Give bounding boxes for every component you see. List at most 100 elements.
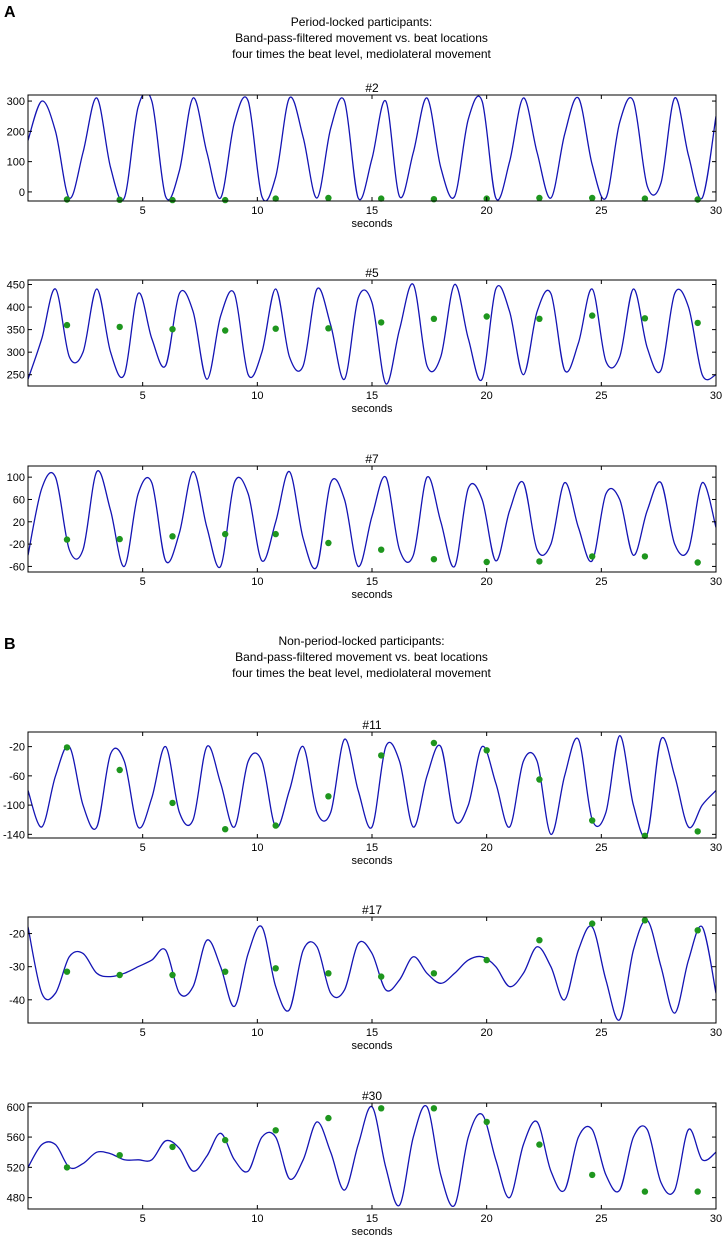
beat-marker [641, 315, 649, 322]
beat-marker [169, 799, 176, 807]
y-tick-label: 560 [7, 1132, 25, 1144]
y-tick-label: -20 [9, 742, 25, 754]
beat-marker [325, 325, 332, 332]
beat-marker [378, 973, 385, 980]
beat-marker [694, 319, 701, 327]
x-tick-label: 10 [251, 205, 263, 217]
panel-a-heading-line-3: four times the beat level, mediolateral … [232, 47, 491, 61]
movement-series-line [28, 283, 716, 385]
beat-marker [325, 194, 332, 202]
x-axis-label: seconds [352, 218, 393, 230]
x-tick-label: 10 [251, 576, 263, 588]
beat-marker [272, 1127, 279, 1134]
x-tick-label: 15 [366, 576, 378, 588]
beat-marker [116, 196, 123, 203]
beat-marker [536, 1141, 543, 1148]
x-tick-label: 15 [366, 205, 378, 217]
beat-marker [169, 533, 176, 540]
beat-marker [325, 1114, 332, 1122]
x-tick-label: 30 [710, 205, 722, 217]
beat-marker [116, 535, 123, 543]
beat-marker [694, 559, 701, 566]
plot-frame [27, 94, 717, 202]
beat-marker [222, 196, 229, 204]
y-tick-label: -140 [3, 829, 25, 841]
beat-marker [222, 327, 229, 334]
beat-marker [483, 558, 490, 566]
x-tick-label: 5 [140, 1027, 146, 1039]
panel-b-heading-line-3: four times the beat level, mediolateral … [232, 666, 491, 680]
x-tick-label: 25 [595, 205, 607, 217]
beat-marker [430, 739, 438, 747]
x-axis-label: seconds [352, 589, 393, 601]
beat-marker [169, 971, 176, 979]
plot-frame [27, 1102, 717, 1210]
beat-marker [641, 195, 649, 202]
x-tick-label: 25 [595, 1027, 607, 1039]
y-tick-label: 400 [7, 302, 25, 314]
movement-series-line [28, 735, 716, 838]
beat-marker [325, 539, 332, 547]
beat-marker [430, 1105, 438, 1112]
beat-marker [589, 920, 596, 927]
plot-title: #2 [365, 81, 379, 95]
x-tick-label: 5 [140, 576, 146, 588]
panel-b-heading-line-2: Band-pass-filtered movement vs. beat loc… [235, 650, 488, 664]
beat-marker [63, 536, 71, 543]
y-tick-label: -60 [9, 561, 25, 573]
y-tick-label: 520 [7, 1162, 25, 1174]
y-tick-label: -40 [9, 995, 25, 1007]
beat-marker [272, 965, 279, 972]
beat-marker [378, 195, 385, 202]
movement-series-line [28, 95, 716, 201]
beat-marker [378, 319, 385, 326]
y-tick-label: 300 [7, 96, 25, 108]
y-tick-label: -20 [9, 539, 25, 551]
y-tick-label: 450 [7, 280, 25, 292]
beat-marker [589, 194, 596, 202]
beat-marker [63, 968, 71, 975]
x-tick-label: 10 [251, 390, 263, 402]
beat-marker [169, 1143, 176, 1151]
beat-marker [430, 556, 438, 563]
chart-4: 5 10 15 20 25 30 -140 -100 -60 -20 #11 seconds [3, 718, 722, 867]
x-tick-label: 15 [366, 1027, 378, 1039]
beat-marker [483, 1118, 490, 1126]
plot-title: #5 [365, 266, 379, 280]
x-tick-label: 15 [366, 1213, 378, 1225]
x-tick-label: 20 [481, 842, 493, 854]
beat-marker [116, 1152, 123, 1159]
x-tick-label: 20 [481, 390, 493, 402]
chart-5: 5 10 15 20 25 30 -40 -30 -20 #17 seconds [9, 903, 722, 1052]
beat-marker [222, 826, 229, 833]
beat-marker [378, 752, 385, 759]
x-tick-label: 30 [710, 576, 722, 588]
x-tick-label: 10 [251, 1027, 263, 1039]
y-tick-label: 60 [13, 494, 25, 506]
movement-series-line [28, 919, 716, 1021]
plot-title: #7 [365, 452, 379, 466]
x-tick-label: 5 [140, 1213, 146, 1225]
x-tick-label: 5 [140, 205, 146, 217]
beat-marker [589, 817, 596, 824]
beat-marker [169, 326, 176, 333]
x-tick-label: 25 [595, 1213, 607, 1225]
beat-marker [116, 323, 123, 331]
x-tick-label: 20 [481, 1027, 493, 1039]
beat-marker [116, 766, 123, 774]
beat-marker [589, 312, 596, 319]
y-tick-label: 250 [7, 370, 25, 382]
y-tick-label: 100 [7, 157, 25, 169]
beat-marker [378, 1105, 385, 1112]
beat-marker [536, 315, 543, 322]
y-tick-label: 600 [7, 1102, 25, 1114]
chart-6: 5 10 15 20 25 30 480 520 560 600 #30 seconds [7, 1089, 722, 1238]
beat-marker [325, 970, 332, 977]
beat-marker [63, 196, 71, 203]
panel-b-heading: Non-period-locked participants: Band-pas… [0, 633, 723, 681]
beat-marker [272, 195, 279, 202]
y-tick-label: 0 [19, 187, 25, 199]
beat-marker [483, 956, 490, 964]
beat-marker [222, 530, 229, 538]
